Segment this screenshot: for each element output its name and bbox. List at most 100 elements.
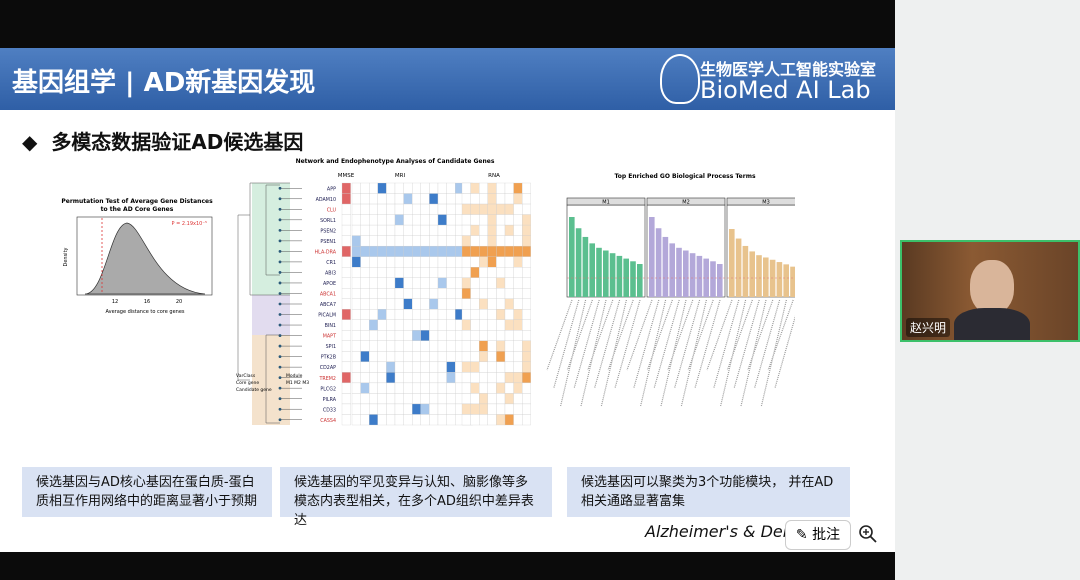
- heatmap-cell: [394, 330, 404, 341]
- heatmap-cell: [461, 414, 471, 426]
- tree-branch: [265, 334, 280, 424]
- term-label: [546, 299, 573, 371]
- heatmap-cell: [470, 203, 480, 215]
- heatmap-cell: [429, 193, 439, 205]
- heatmap-cell: [386, 256, 396, 268]
- heatmap-cell: [386, 182, 396, 194]
- heatmap-cell: [496, 288, 506, 299]
- heatmap-cell: [496, 330, 506, 341]
- gene-label: ABI3: [325, 271, 336, 277]
- heatmap-cell: [487, 309, 497, 320]
- heatmap-cell: [504, 256, 514, 268]
- heatmap-cell: [461, 382, 471, 394]
- heatmap-cell: [479, 361, 488, 373]
- heatmap-cell: [479, 203, 488, 215]
- heatmap-cell: [522, 330, 531, 341]
- heatmap-cell: [377, 298, 387, 310]
- term-label: [646, 299, 673, 371]
- heatmap-cell: [446, 224, 456, 236]
- heatmap-cell: [429, 382, 439, 394]
- heatmap-cell: [461, 309, 471, 320]
- figure-title: Network and Endophenotype Analyses of Ca…: [296, 158, 495, 165]
- figure-title: Top Enriched GO Biological Process Terms: [614, 173, 756, 180]
- heatmap-cell: [513, 203, 523, 215]
- heatmap-cell: [470, 235, 480, 247]
- heatmap-cell: [377, 203, 387, 215]
- heatmap-cell: [369, 235, 378, 247]
- module-strip: [566, 197, 646, 206]
- citation: Alzheimer's & Dem: [645, 522, 799, 541]
- go-bar: [763, 257, 769, 297]
- heatmap-cell: [513, 372, 523, 384]
- heatmap-cell: [351, 214, 361, 226]
- term-label: [594, 299, 621, 389]
- go-bar: [596, 247, 602, 297]
- heatmap-cell: [504, 277, 514, 289]
- heatmap-cell: [522, 298, 531, 310]
- heatmap-cell: [479, 288, 488, 299]
- heatmap-cell: [504, 351, 514, 363]
- caption: 候选基因与AD核心基因在蛋白质-蛋白质相互作用网络中的距离显著小于预期: [22, 467, 272, 517]
- go-bar: [696, 255, 703, 297]
- heatmap-cell: [377, 245, 387, 257]
- heatmap-cell: [341, 382, 351, 394]
- heatmap-cell: [341, 203, 351, 215]
- heatmap-cell: [429, 361, 439, 373]
- go-figure: Top Enriched GO Biological Process Terms…: [546, 173, 795, 407]
- go-bar: [742, 245, 749, 297]
- heatmap-cell: [377, 414, 387, 426]
- logo-text: 生物医学人工智能实验室: [700, 60, 877, 79]
- heatmap-cell: [461, 372, 471, 384]
- go-bar: [769, 259, 776, 297]
- heatmap-cell: [522, 182, 531, 194]
- heatmap-cell: [377, 361, 387, 373]
- heatmap-cell: [351, 351, 361, 363]
- term-label: [626, 299, 653, 371]
- logo-icon: [660, 54, 700, 104]
- gene-node: [278, 407, 282, 411]
- video-tile[interactable]: 赵兴明: [900, 240, 1080, 342]
- gene-label: ABCA1: [320, 292, 336, 298]
- heatmap-cell: [360, 245, 370, 257]
- heatmap-cell: [461, 267, 471, 278]
- heatmap-cell: [429, 372, 439, 384]
- heatmap-cell: [496, 245, 506, 257]
- heatmap-cell: [437, 182, 447, 194]
- heatmap-cell: [412, 372, 421, 384]
- zoom-button[interactable]: [858, 524, 878, 544]
- heatmap-cell: [461, 393, 471, 405]
- heatmap-cell: [504, 382, 514, 394]
- heatmap-cell: [369, 351, 378, 363]
- participant-name: 赵兴明: [906, 318, 951, 337]
- heatmap-cell: [504, 182, 514, 194]
- go-bar: [589, 243, 595, 297]
- heatmap-cell: [437, 288, 447, 299]
- heatmap-cell: [446, 319, 456, 331]
- term-label: [674, 299, 701, 389]
- heatmap-cell: [429, 414, 439, 426]
- heatmap-cell: [341, 319, 351, 331]
- heatmap-cell: [504, 414, 514, 426]
- heatmap-cell: [429, 288, 439, 299]
- heatmap-cell: [496, 224, 506, 236]
- heatmap-cell: [437, 256, 447, 268]
- heatmap-cell: [360, 182, 370, 194]
- x-axis-label: Average distance to core genes: [105, 309, 184, 315]
- heatmap-cell: [351, 403, 361, 415]
- heatmap-cell: [470, 182, 480, 194]
- p-value: P = 2.19x10⁻⁵: [172, 221, 207, 227]
- heatmap-cell: [479, 393, 488, 405]
- heatmap-cell: [341, 235, 351, 247]
- heatmap-cell: [420, 330, 430, 341]
- annotate-button[interactable]: ✎ 批注: [785, 520, 851, 550]
- heatmap-cell: [513, 182, 523, 194]
- heatmap-cell: [496, 267, 506, 278]
- heatmap-cell: [369, 288, 378, 299]
- heatmap-cell: [496, 319, 506, 331]
- module-strip: [726, 197, 795, 206]
- heatmap-cell: [522, 414, 531, 426]
- module-band: [252, 295, 290, 335]
- heatmap-cell: [429, 182, 439, 194]
- term-label: [726, 299, 753, 371]
- heatmap-cell: [496, 361, 506, 373]
